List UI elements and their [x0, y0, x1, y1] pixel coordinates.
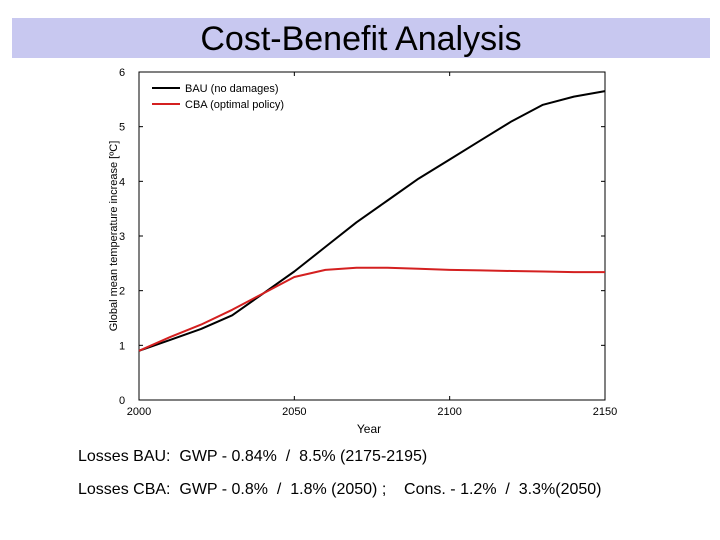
legend: BAU (no damages) CBA (optimal policy): [152, 83, 284, 111]
legend-label: CBA (optimal policy): [185, 99, 284, 111]
y-axis-label: Global mean temperature increase [ºC]: [108, 141, 120, 332]
x-tick-label: 2100: [437, 406, 461, 418]
x-tick-label: 2050: [282, 406, 306, 418]
losses-bau-caption: Losses BAU: GWP - 0.84% / 8.5% (2175-219…: [78, 448, 428, 465]
axis-ticks: 0 1 2 3 4 5 6 2000 2050 2100 2150: [119, 67, 617, 418]
page-title: Cost-Benefit Analysis: [200, 20, 522, 58]
plot-frame: [138, 71, 606, 401]
y-tick-label: 3: [119, 231, 125, 243]
losses-cba-caption: Losses CBA: GWP - 0.8% / 1.8% (2050) ; C…: [78, 481, 602, 498]
y-tick-label: 0: [119, 395, 125, 407]
y-tick-label: 6: [119, 67, 125, 79]
title-band: Cost-Benefit Analysis: [12, 18, 710, 58]
y-tick-label: 2: [119, 286, 125, 298]
y-tick-label: 4: [119, 176, 125, 188]
y-tick-label: 1: [119, 340, 125, 352]
series-lines: [138, 90, 606, 352]
series-line-bau: [138, 90, 606, 352]
x-axis-label: Year: [357, 422, 381, 436]
x-tick-label: 2000: [127, 406, 151, 418]
x-tick-label: 2150: [593, 406, 617, 418]
legend-label: BAU (no damages): [185, 83, 279, 95]
y-tick-label: 5: [119, 122, 125, 134]
series-line-cba: [138, 266, 605, 352]
